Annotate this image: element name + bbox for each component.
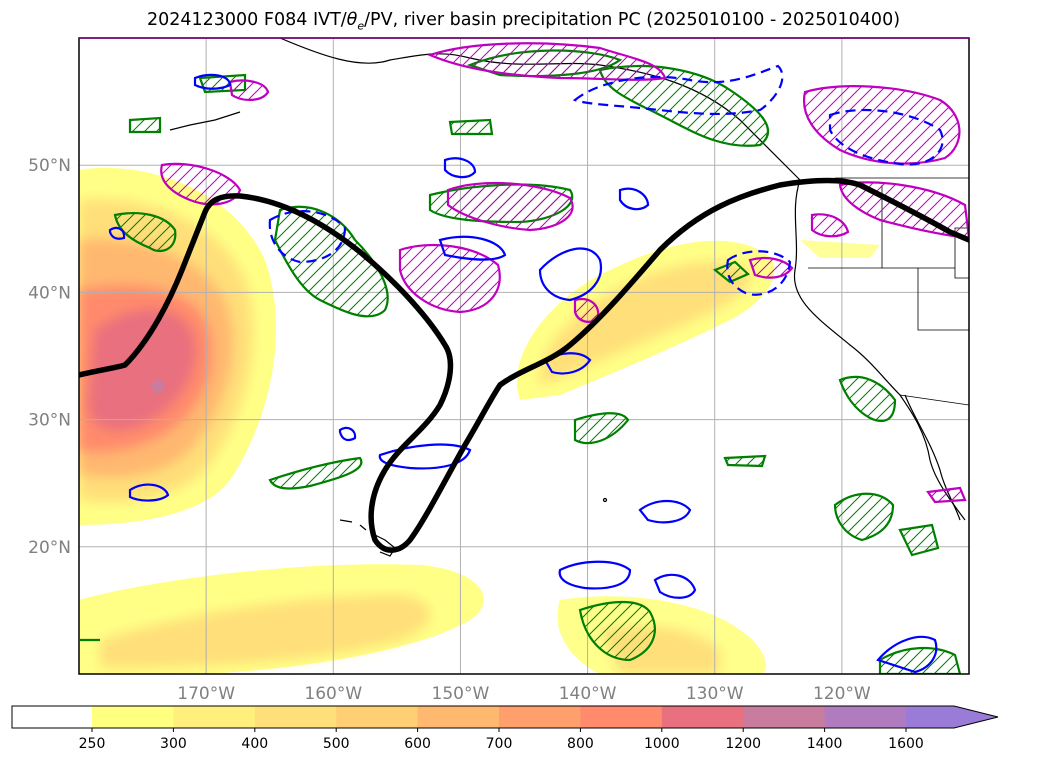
lon-tick-label: 160°W: [304, 684, 362, 704]
pv-contour: [79, 177, 969, 553]
ivt-colorbar: 250 300 400 500 600 700 800 1000 1200 1400 1600: [11, 705, 999, 752]
colorbar-segment-under: [12, 706, 92, 728]
colorbar-extend-arrow: [906, 706, 998, 728]
ivt-shading: [79, 167, 880, 674]
title-theta-sub: e: [357, 19, 365, 33]
colorbar-segment: [254, 706, 337, 728]
map-title: 2024123000 F084 IVT/θe/PV, river basin p…: [0, 10, 1047, 33]
colorbar-segment: [92, 706, 174, 728]
colorbar-segment: [743, 706, 826, 728]
colorbar-tick-label: 300: [160, 736, 187, 752]
lat-tick-label: 30°N: [28, 411, 71, 431]
colorbar-outline: [11, 705, 999, 729]
title-fields-prefix: IVT/: [312, 10, 347, 30]
colorbar-segment: [173, 706, 256, 728]
colorbar-segment: [661, 706, 744, 728]
lon-tick-label: 140°W: [559, 684, 617, 704]
colorbar-tick-label: 1000: [644, 736, 680, 752]
colorbar-tick-label: 400: [241, 736, 268, 752]
colorbar-tick-label: 600: [404, 736, 431, 752]
colorbar-tick-label: 250: [79, 736, 106, 752]
colorbar-tick-label: 1600: [888, 736, 924, 752]
title-theta: θ: [346, 10, 358, 30]
title-forecast: F084: [263, 10, 308, 30]
lon-tick-label: 150°W: [432, 684, 490, 704]
colorbar-segment: [580, 706, 663, 728]
colorbar-segment: [417, 706, 500, 728]
colorbar-segment: [499, 706, 581, 728]
colorbar-tick-label: 1200: [725, 736, 761, 752]
lat-tick-label: 40°N: [28, 283, 71, 303]
baja-coast: [904, 394, 961, 521]
longitude-labels: 170°W 160°W 150°W 140°W 130°W 120°W: [177, 684, 871, 704]
colorbar-tick-label: 1400: [807, 736, 843, 752]
lon-tick-label: 120°W: [813, 684, 871, 704]
colorbar-tick-label: 500: [323, 736, 350, 752]
lat-tick-label: 50°N: [28, 156, 71, 176]
lon-tick-label: 130°W: [686, 684, 744, 704]
title-init: 2024123000: [146, 10, 259, 30]
title-fields-suffix: /PV, river basin precipitation PC (20250…: [364, 10, 901, 30]
colorbar-segment: [336, 706, 419, 728]
latitude-labels: 20°N 30°N 40°N 50°N: [28, 156, 71, 558]
theta-e-negative-contours: [108, 64, 944, 674]
colorbar-segment: [824, 706, 907, 728]
lat-tick-label: 20°N: [28, 538, 71, 558]
us-west-coast: [793, 179, 966, 521]
colorbar-tick-label: 800: [567, 736, 594, 752]
colorbar-tick-label: 700: [486, 736, 513, 752]
lon-tick-label: 170°W: [177, 684, 235, 704]
